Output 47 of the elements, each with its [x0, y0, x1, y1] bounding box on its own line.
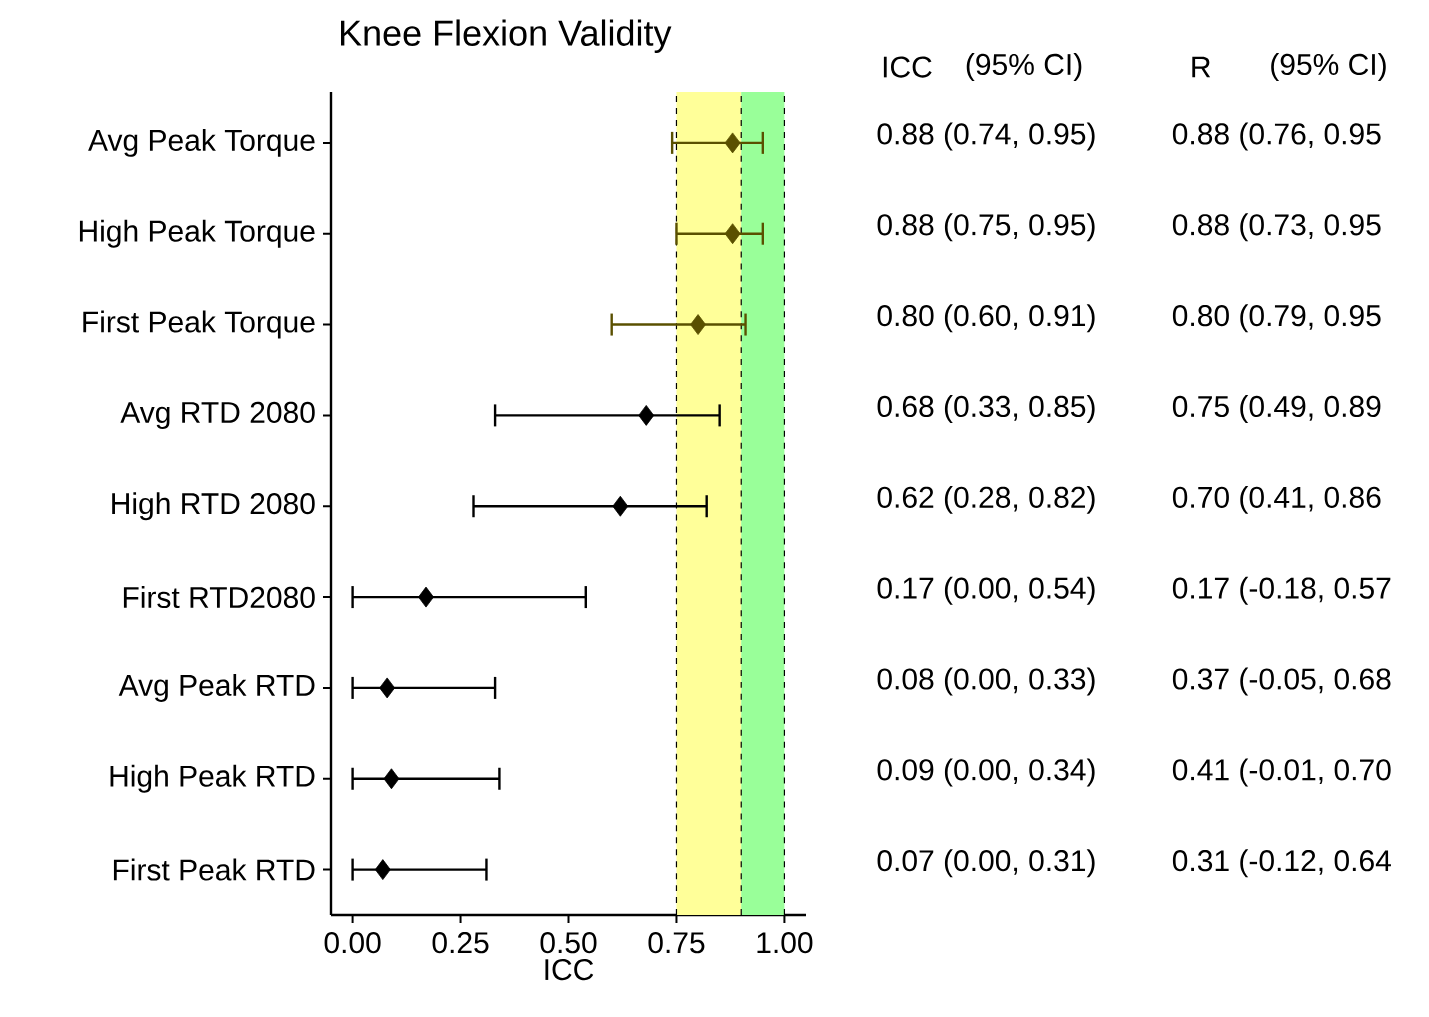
y-tick-label: Avg RTD 2080 — [120, 401, 315, 429]
y-tick-label: High Peak RTD — [110, 764, 315, 793]
point — [379, 677, 396, 699]
text: 0.88 (0.74, 0.95) — [877, 122, 1095, 151]
x-tick-label: 1.00 — [757, 932, 813, 954]
text: 0.17 (-0.18, 0.57 — [1172, 576, 1391, 605]
text: 0.41 (-0.01, 0.70 — [1172, 758, 1391, 787]
text: 0.80 (0.60, 0.91) — [877, 304, 1095, 333]
point — [690, 314, 706, 335]
text: 0.75 (0.49, 0.89 — [1172, 395, 1381, 424]
x-axis-title: ICC — [545, 958, 594, 981]
chart-title: Knee Flexion Validity — [341, 19, 672, 53]
point — [724, 132, 741, 154]
text: (95% CI) — [966, 53, 1082, 81]
text: 0.37 (-0.05, 0.68 — [1172, 667, 1391, 696]
y-tick-label: High Peak Torque — [79, 219, 315, 248]
point — [612, 495, 629, 517]
y-tick-label: First Peak Torque — [83, 310, 315, 339]
text: 0.31 (-0.12, 0.64 — [1172, 849, 1391, 878]
text: 0.68 (0.33, 0.85) — [877, 395, 1095, 424]
y-tick-label: First Peak RTD — [113, 858, 315, 881]
text: 0.88 (0.73, 0.95 — [1172, 213, 1381, 242]
text: 0.17 (0.00, 0.54) — [877, 576, 1095, 605]
text: 0.88 (0.75, 0.95) — [877, 213, 1095, 242]
y-tick-label: Avg Peak RTD — [118, 673, 315, 702]
text: (95% CI) — [1271, 53, 1386, 81]
point — [374, 859, 391, 880]
x-tick-label: 0.50 — [540, 932, 597, 954]
x-tick-label: 0.00 — [324, 932, 381, 954]
y-tick-label: High RTD 2080 — [112, 492, 315, 521]
text: 0.08 (0.00, 0.33) — [877, 667, 1095, 696]
text: 0.80 (0.79, 0.95 — [1172, 304, 1381, 333]
text: 0.70 (0.41, 0.86 — [1172, 485, 1381, 514]
text: 0.88 (0.76, 0.95 — [1172, 122, 1381, 151]
text: 0.09 (0.00, 0.34) — [877, 758, 1095, 787]
x-tick-label: 0.75 — [648, 932, 705, 954]
point — [418, 586, 434, 608]
text: ICC — [883, 56, 932, 78]
point — [638, 405, 655, 426]
y-tick-label: Avg Peak Torque — [88, 128, 315, 157]
text: 0.07 (0.00, 0.31) — [877, 849, 1095, 878]
x-tick-label: 0.25 — [432, 932, 489, 954]
point — [724, 223, 741, 245]
text: R — [1192, 56, 1211, 78]
text: 0.62 (0.28, 0.82) — [877, 485, 1095, 514]
point — [383, 768, 400, 790]
y-tick-label: First RTD2080 — [123, 586, 315, 609]
